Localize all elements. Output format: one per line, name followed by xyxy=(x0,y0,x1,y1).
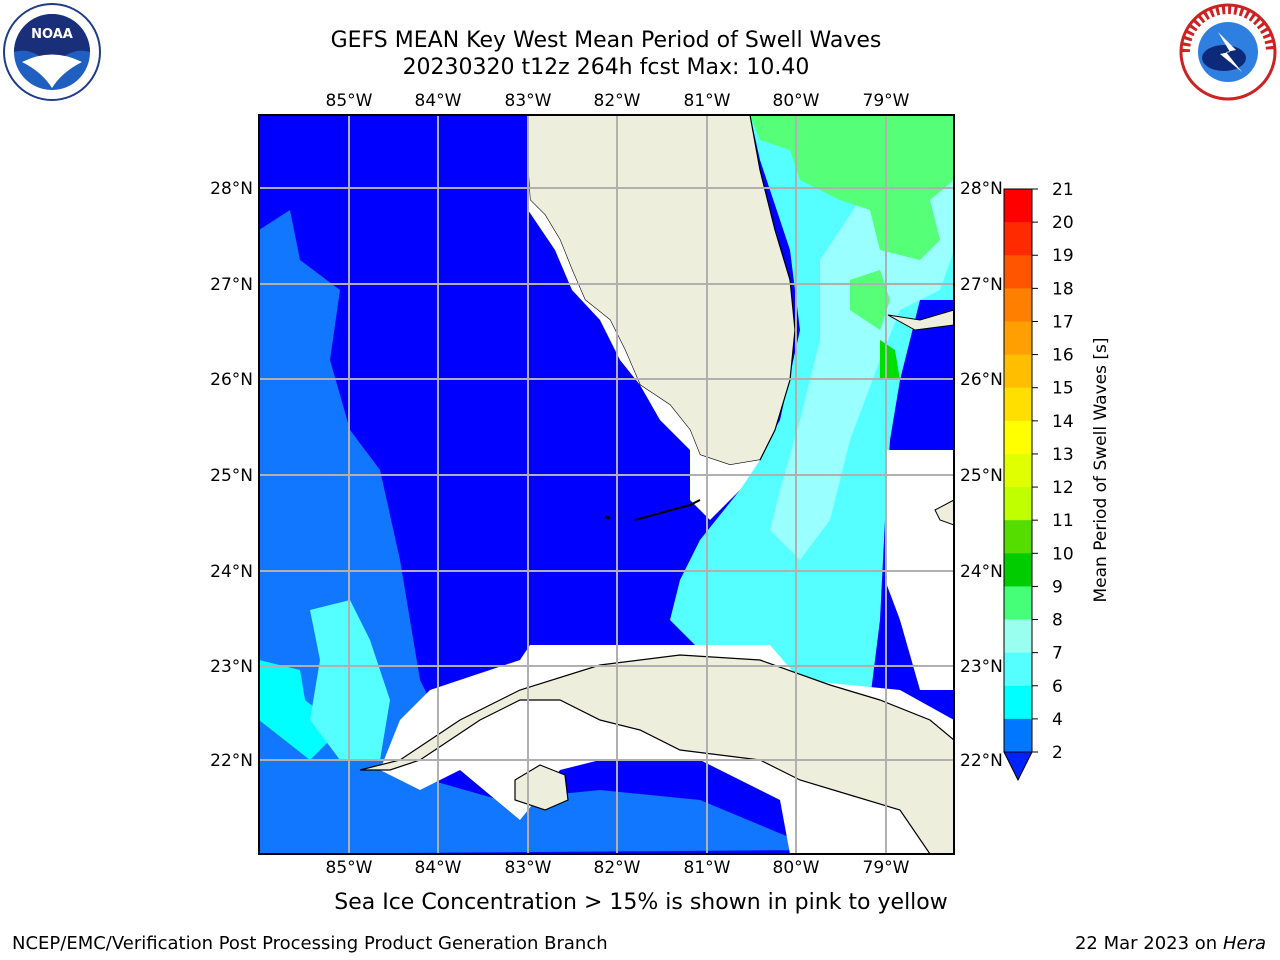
colorbar-tick-label: 10 xyxy=(1052,544,1074,564)
colorbar-segment xyxy=(1004,619,1032,654)
lat-label-left: 24°N xyxy=(210,562,253,582)
colorbar-tick-label: 13 xyxy=(1052,445,1074,465)
colorbar-tick-label: 18 xyxy=(1052,279,1074,299)
colorbar-segment xyxy=(1004,189,1032,223)
chart-title: GEFS MEAN Key West Mean Period of Swell … xyxy=(330,28,882,53)
cuba-landmass xyxy=(359,654,954,854)
colorbar-segment xyxy=(1004,685,1032,720)
colorbar-tick-label: 8 xyxy=(1052,611,1063,631)
colorbar-segment xyxy=(1004,222,1032,256)
florida-keys xyxy=(634,499,701,521)
lat-label-right: 28°N xyxy=(960,179,1003,199)
colorbar-tick-label: 17 xyxy=(1052,312,1074,332)
lon-label-top: 83°W xyxy=(505,91,552,111)
colorbar-tick-label: 6 xyxy=(1052,677,1063,697)
lat-lon-grid xyxy=(259,115,954,854)
colorbar-segment xyxy=(1004,387,1032,422)
lon-label-top: 79°W xyxy=(863,91,910,111)
lat-label-right: 23°N xyxy=(960,657,1003,677)
colorbar-segment xyxy=(1004,553,1032,587)
colorbar-tick-label: 21 xyxy=(1052,180,1074,200)
lon-label-top: 84°W xyxy=(415,91,462,111)
colorbar-frame xyxy=(1003,188,1033,753)
dry-tortugas xyxy=(604,515,611,520)
lon-label-top: 85°W xyxy=(326,91,373,111)
colorbar-segment xyxy=(1004,453,1032,488)
lon-label-top: 82°W xyxy=(594,91,641,111)
colorbar-tick-label: 16 xyxy=(1052,346,1074,366)
lon-labels-top: 85°W 84°W 83°W 82°W 81°W 80°W 79°W xyxy=(326,91,910,111)
lon-label-bottom: 82°W xyxy=(594,858,641,878)
colorbar-segment xyxy=(1004,487,1032,521)
lat-label-left: 26°N xyxy=(210,370,253,390)
lat-label-left: 27°N xyxy=(210,275,253,295)
lat-label-left: 25°N xyxy=(210,466,253,486)
swell-field-blue-west xyxy=(259,210,820,854)
map-frame xyxy=(258,114,955,855)
nws-logo xyxy=(1179,3,1277,101)
lon-label-bottom: 84°W xyxy=(415,858,462,878)
colorbar-tick-label: 7 xyxy=(1052,644,1063,664)
grand-bahama-island xyxy=(887,309,954,331)
colorbar-tick-label: 19 xyxy=(1052,246,1074,266)
colorbar-tick-label: 15 xyxy=(1052,379,1074,399)
footer-date: 22 Mar 2023 on Hera xyxy=(1075,933,1266,954)
colorbar: 21 20 19 18 17 16 15 14 13 12 11 10 9 8 7 6 4 2 xyxy=(1003,180,1074,782)
colorbar-tick-label: 12 xyxy=(1052,478,1074,498)
colorbar-segment xyxy=(1004,520,1032,554)
lat-label-right: 24°N xyxy=(960,562,1003,582)
colorbar-tick-label: 2 xyxy=(1052,743,1063,763)
lat-label-right: 27°N xyxy=(960,275,1003,295)
footer-date-text: 22 Mar 2023 on xyxy=(1074,933,1218,954)
bahamas-island xyxy=(934,499,954,526)
sea-ice-note: Sea Ice Concentration > 15% is shown in … xyxy=(334,890,948,915)
colorbar-label: Mean Period of Swell Waves [s] xyxy=(1091,338,1111,603)
colorbar-segment xyxy=(1004,652,1032,687)
lat-label-right: 25°N xyxy=(960,466,1003,486)
lat-label-left: 22°N xyxy=(210,751,253,771)
lon-label-top: 80°W xyxy=(773,91,820,111)
lon-label-bottom: 79°W xyxy=(863,858,910,878)
lat-label-left: 23°N xyxy=(210,657,253,677)
footer-branch: NCEP/EMC/Verification Post Processing Pr… xyxy=(12,933,608,954)
lat-label-right: 26°N xyxy=(960,370,1003,390)
colorbar-segment xyxy=(1004,321,1032,356)
noaa-logo-text: NOAA xyxy=(31,27,73,42)
lon-label-bottom: 80°W xyxy=(773,858,820,878)
colorbar-tick-label: 9 xyxy=(1052,577,1063,597)
colorbar-segment xyxy=(1004,255,1032,289)
lat-labels-right: 28°N 27°N 26°N 25°N 24°N 23°N 22°N xyxy=(960,179,1003,771)
lon-label-bottom: 81°W xyxy=(684,858,731,878)
lat-label-left: 28°N xyxy=(210,179,253,199)
colorbar-segment xyxy=(1004,354,1032,389)
swell-field-cyan-west xyxy=(259,660,330,760)
masked-coast-florida xyxy=(528,115,760,520)
noaa-logo: NOAA xyxy=(3,3,101,101)
lon-label-top: 81°W xyxy=(684,91,731,111)
lon-labels-bottom: 85°W 84°W 83°W 82°W 81°W 80°W 79°W xyxy=(326,858,910,878)
colorbar-segment xyxy=(1004,718,1032,753)
colorbar-tick-label: 20 xyxy=(1052,213,1074,233)
lat-labels-left: 28°N 27°N 26°N 25°N 24°N 23°N 22°N xyxy=(210,179,253,771)
lat-label-right: 22°N xyxy=(960,751,1003,771)
lon-label-bottom: 83°W xyxy=(505,858,552,878)
colorbar-segment xyxy=(1004,420,1032,455)
colorbar-segment xyxy=(1004,586,1032,621)
map-area xyxy=(259,115,954,854)
lon-label-bottom: 85°W xyxy=(326,858,373,878)
colorbar-tick-label: 11 xyxy=(1052,511,1074,531)
colorbar-segment xyxy=(1004,288,1032,322)
footer-host: Hera xyxy=(1222,933,1266,954)
colorbar-extend xyxy=(1003,751,1033,782)
colorbar-tick-label: 14 xyxy=(1052,412,1074,432)
chart-subtitle: 20230320 t12z 264h fcst Max: 10.40 xyxy=(402,55,810,80)
colorbar-tick-label: 4 xyxy=(1052,710,1063,730)
